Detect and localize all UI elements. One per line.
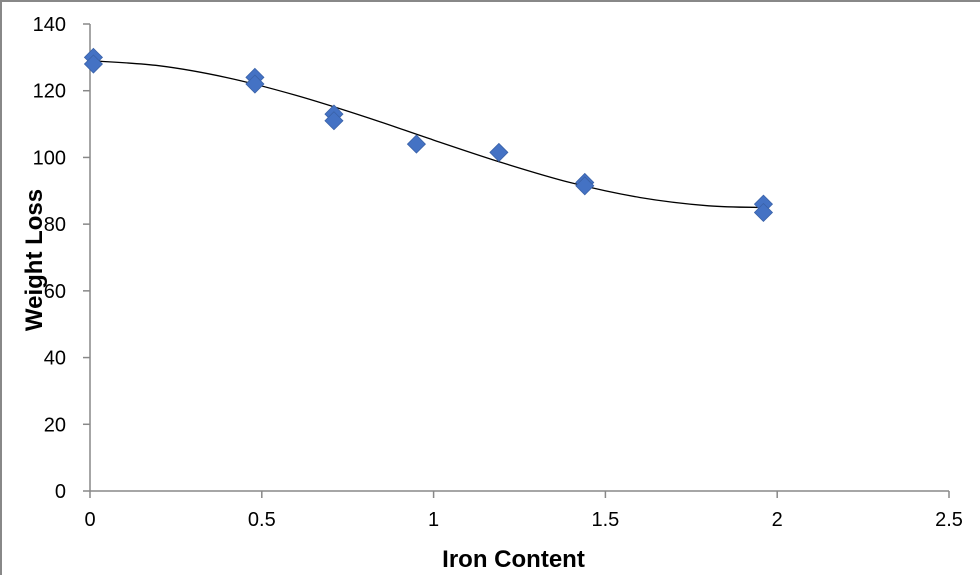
y-tick-label: 140: [33, 14, 66, 36]
data-point: [245, 74, 265, 94]
x-tick-label: 2: [772, 509, 783, 531]
y-tick-label: 120: [33, 81, 66, 103]
y-tick-label: 100: [33, 147, 66, 169]
x-tick-label: 2.5: [935, 509, 963, 531]
data-point: [83, 54, 104, 74]
y-tick-label: 80: [44, 214, 66, 236]
trendline: [89, 60, 764, 209]
x-tick-label: 0: [84, 509, 95, 531]
y-tick-label: 40: [44, 348, 66, 370]
x-tick-label: 0.5: [248, 509, 276, 531]
data-point: [406, 134, 426, 154]
x-tick-label: 1.5: [591, 509, 619, 531]
y-tick-label: 60: [44, 281, 66, 303]
data-point: [489, 142, 509, 162]
y-axis-title: Weight Loss: [21, 189, 48, 331]
y-tick-label: 0: [55, 481, 66, 503]
x-axis-title: Iron Content: [442, 546, 585, 573]
x-tick-label: 1: [428, 509, 439, 531]
data-point: [753, 202, 774, 223]
y-axis: 0 20 40 60 80 100 120 140: [33, 14, 91, 503]
data-point: [324, 111, 344, 131]
y-tick-label: 20: [44, 414, 66, 436]
data-point: [575, 176, 595, 196]
data-points-layer: [83, 47, 774, 223]
trendline-layer: [89, 60, 764, 209]
x-axis: 0 0.5 1 1.5 2 2.5: [84, 490, 963, 531]
